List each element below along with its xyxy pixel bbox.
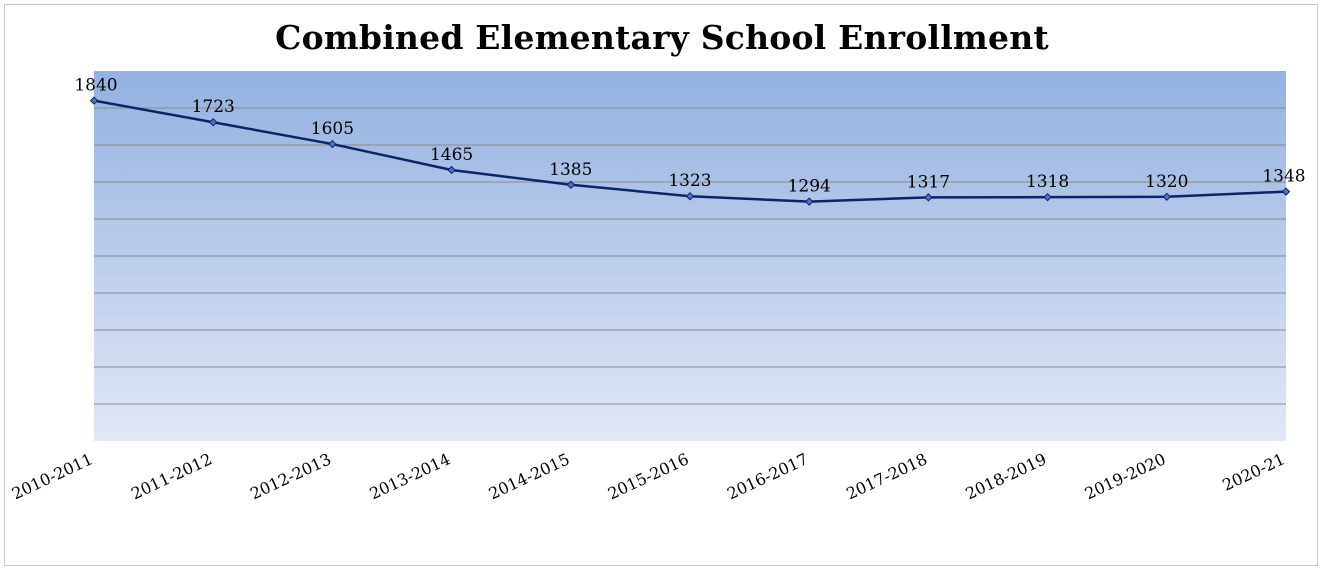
series-markers <box>89 96 1291 206</box>
data-point-marker <box>804 197 814 206</box>
data-point-marker <box>447 165 456 175</box>
x-tick-label: 2020-21 <box>1219 449 1287 494</box>
data-point-marker <box>924 193 933 202</box>
data-point-marker <box>89 96 99 105</box>
x-tick-label: 2016-2017 <box>724 449 811 503</box>
data-label: 1840 <box>74 76 117 96</box>
data-label: 1465 <box>430 145 473 165</box>
data-point-marker <box>1162 192 1172 202</box>
gridlines <box>94 107 1286 405</box>
x-tick-label: 2017-2018 <box>843 449 930 503</box>
data-label: 1385 <box>549 160 592 180</box>
data-label: 1605 <box>311 119 354 139</box>
data-point-marker <box>685 192 695 201</box>
data-label: 1323 <box>668 171 711 191</box>
data-label: 1723 <box>192 97 235 117</box>
x-tick-label: 2014-2015 <box>486 449 573 503</box>
data-labels: 1840 1723 1605 1465 1385 1323 1294 1317 1318 1320… <box>74 76 1305 197</box>
x-tick-label: 2013-2014 <box>367 449 454 503</box>
data-label: 1348 <box>1262 167 1305 187</box>
data-label: 1294 <box>788 177 831 197</box>
x-tick-label: 2019-2020 <box>1082 449 1169 503</box>
data-point-marker <box>1281 187 1291 196</box>
data-label: 1318 <box>1026 172 1069 192</box>
x-tick-label: 2011-2012 <box>128 449 215 503</box>
data-point-marker <box>208 118 218 127</box>
data-point-marker <box>1043 192 1052 202</box>
data-point-marker <box>566 180 576 189</box>
x-tick-label: 2010-2011 <box>9 449 96 503</box>
x-axis-tick-labels: 2010-2011 2011-2012 2012-2013 2013-2014 2014… <box>9 449 1288 503</box>
data-point-marker <box>328 139 337 149</box>
x-tick-label: 2012-2013 <box>247 449 334 503</box>
data-label: 1320 <box>1145 172 1188 192</box>
x-tick-label: 2015-2016 <box>605 449 692 503</box>
chart-title: Combined Elementary School Enrollment <box>275 18 1049 57</box>
data-label: 1317 <box>907 172 950 192</box>
x-tick-label: 2018-2019 <box>963 449 1050 503</box>
